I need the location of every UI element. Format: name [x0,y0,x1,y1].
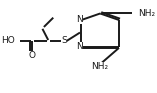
Text: N: N [77,16,83,24]
Text: S: S [61,36,67,45]
Text: N: N [77,43,83,51]
Text: NH₂: NH₂ [92,62,109,70]
Text: NH₂: NH₂ [138,9,155,18]
Text: O: O [29,51,36,60]
Text: HO: HO [1,36,15,45]
